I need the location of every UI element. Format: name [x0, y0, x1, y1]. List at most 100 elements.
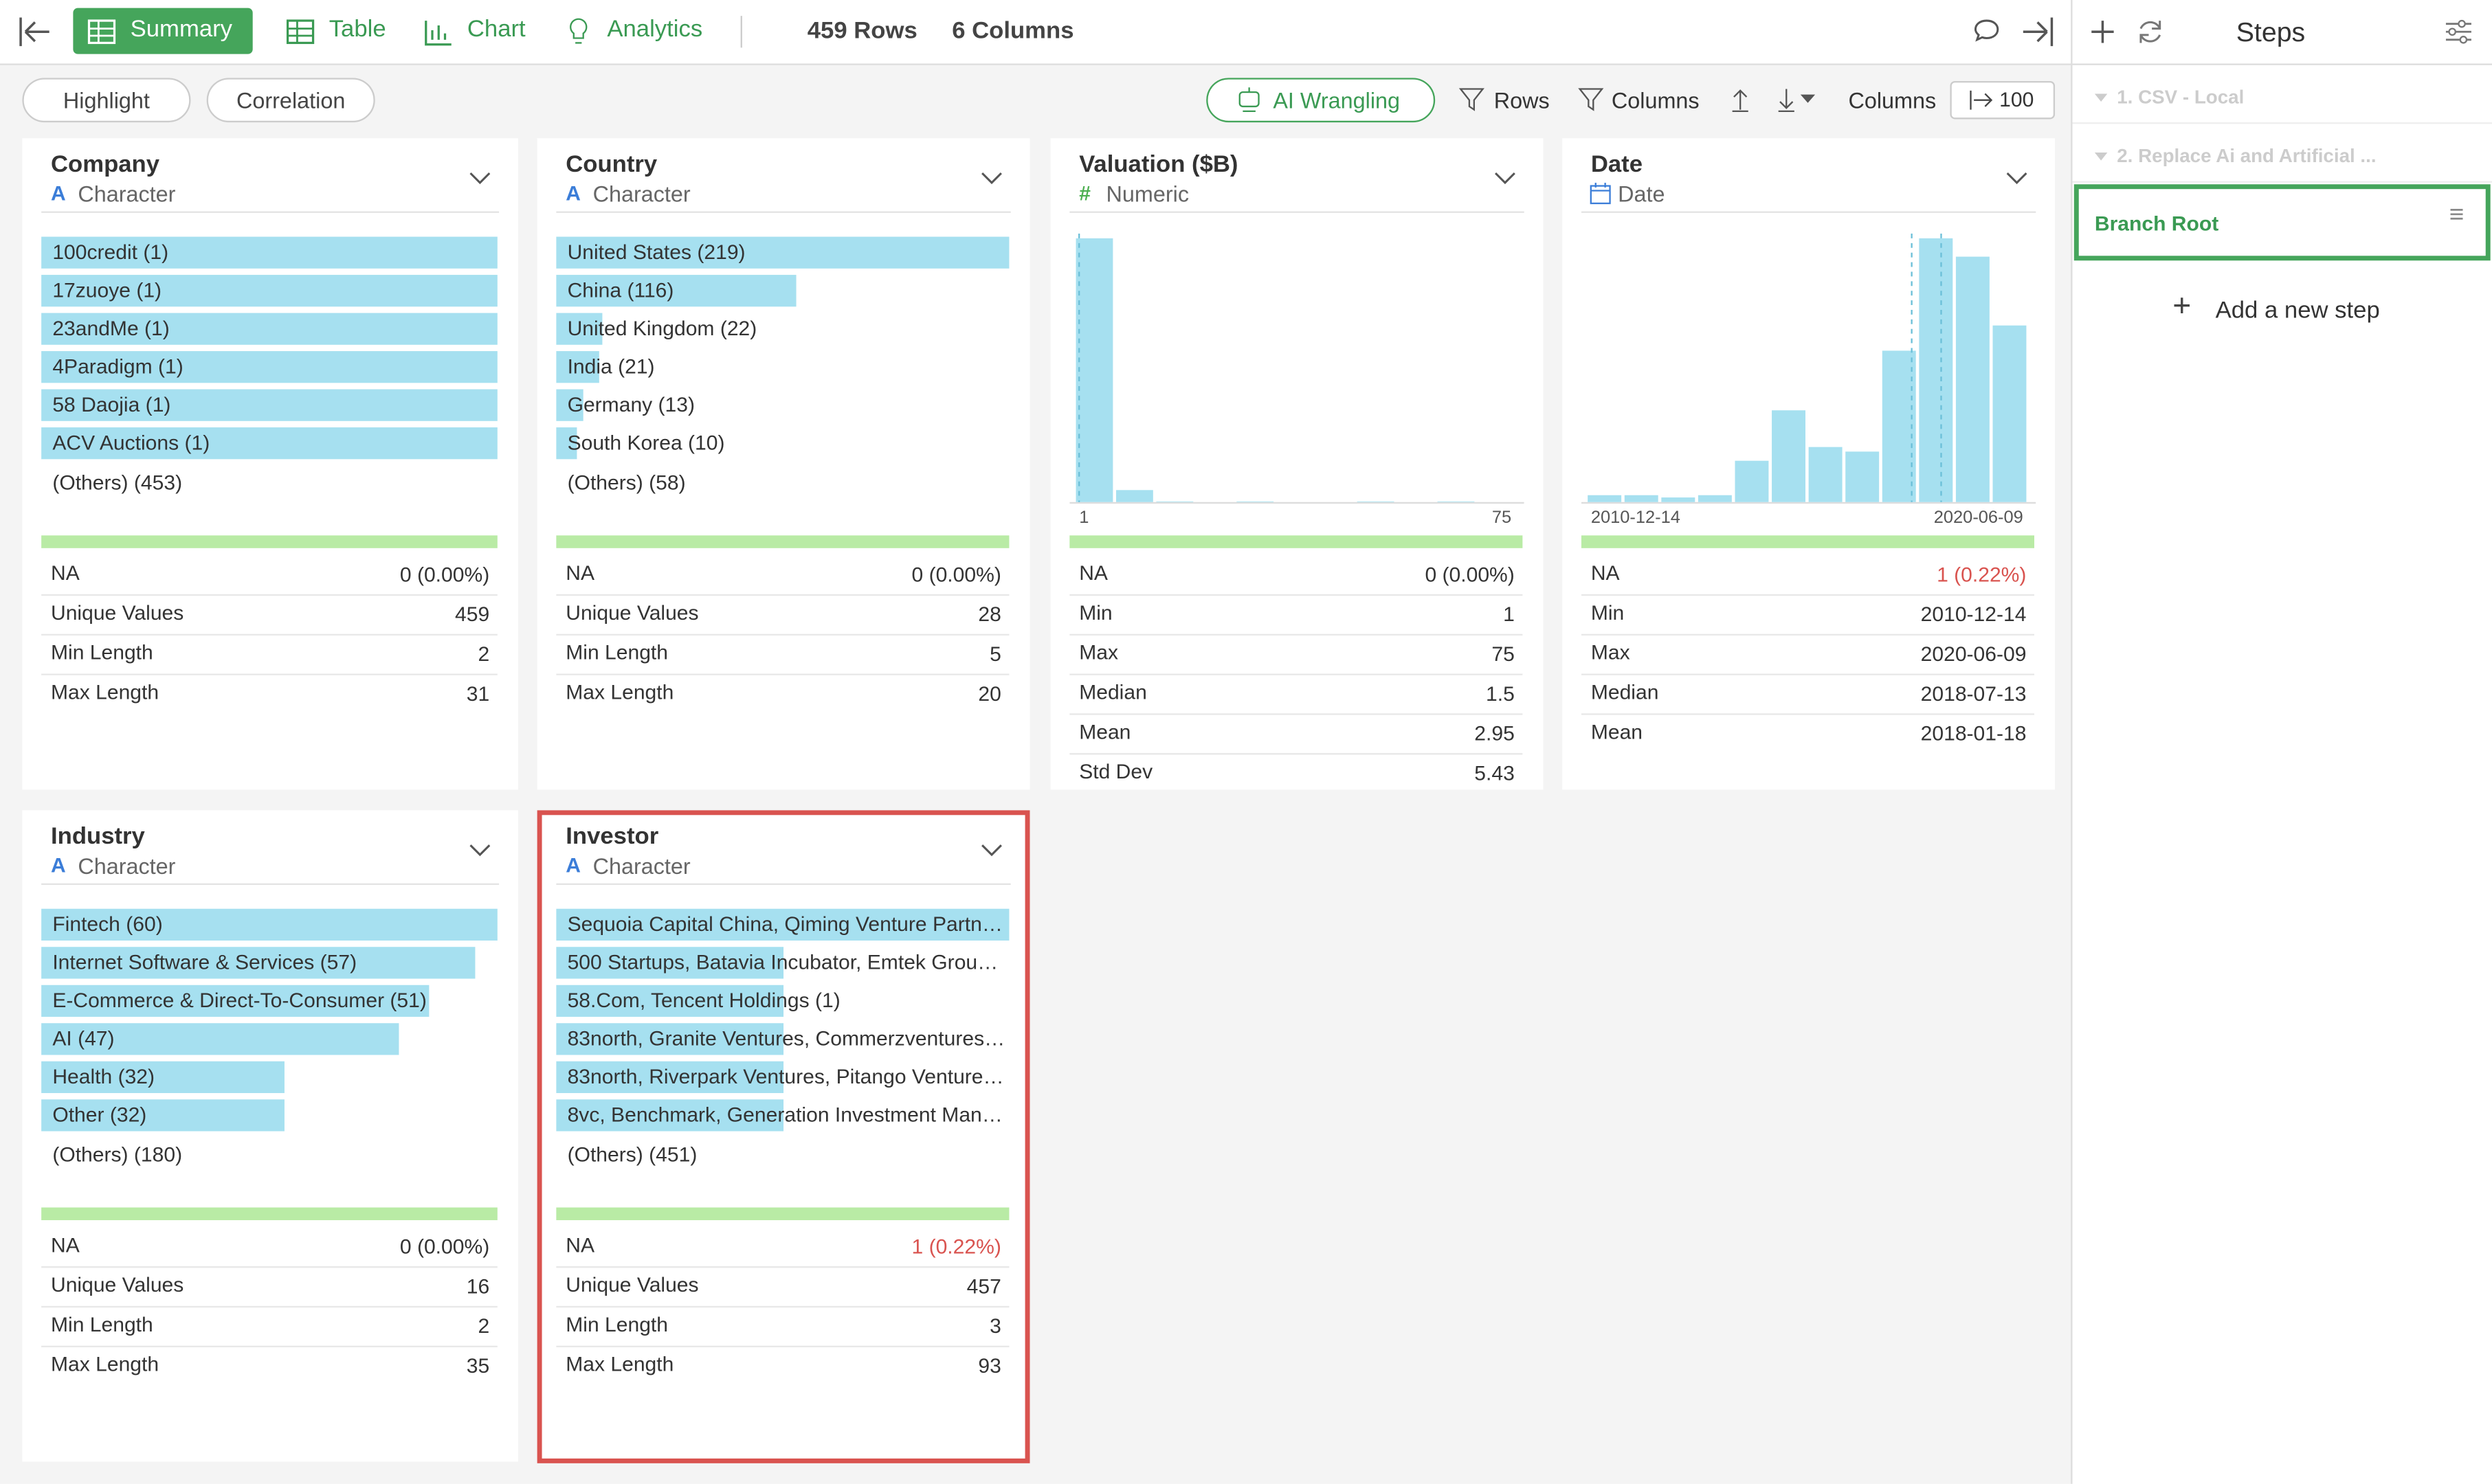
- stat-label: Max Length: [566, 1351, 674, 1376]
- divider: [740, 16, 742, 48]
- type-icon: A: [566, 853, 581, 877]
- value-label: Germany (13): [567, 392, 696, 416]
- type-icon: [1590, 182, 1611, 205]
- value-bar[interactable]: [556, 985, 783, 1017]
- stat-label: Median: [1590, 679, 1659, 704]
- filter-label[interactable]: Rows: [1493, 87, 1550, 113]
- value-bar[interactable]: [556, 313, 602, 345]
- add-step-icon[interactable]: [2087, 16, 2118, 47]
- tab-icon: [570, 18, 588, 44]
- step-label[interactable]: 1. CSV - Local: [2117, 85, 2245, 109]
- column-card: Date Date 2010-12-14 2020-06-09 NA 1 (0.22%) M…: [1562, 138, 2056, 790]
- stat-rule: [1069, 594, 1523, 596]
- tab-icon: [286, 19, 315, 45]
- stat-rule: [1069, 753, 1523, 755]
- column-type: Numeric: [1106, 181, 1190, 207]
- stat-label: NA: [566, 561, 595, 585]
- stat-value: 0 (0.00%): [911, 562, 1001, 587]
- columns-input[interactable]: 100: [1950, 80, 2056, 120]
- stat-value: 35: [466, 1353, 490, 1378]
- value-bar[interactable]: [556, 389, 583, 421]
- histogram-bar: [1624, 495, 1658, 502]
- value-bar[interactable]: [556, 947, 783, 979]
- value-bar[interactable]: [41, 1099, 285, 1132]
- expand-icon[interactable]: [2018, 14, 2057, 49]
- value-label: Fintech (60): [52, 912, 163, 936]
- stat-rule: [556, 1345, 1010, 1347]
- value-bar[interactable]: [556, 236, 1010, 269]
- value-bar[interactable]: [556, 275, 797, 307]
- value-bar[interactable]: [41, 985, 430, 1017]
- menu-chevron[interactable]: [469, 170, 491, 186]
- menu-chevron[interactable]: [981, 170, 1003, 186]
- stat-value: 2.95: [1474, 721, 1515, 745]
- value-bar[interactable]: [41, 389, 498, 421]
- tab[interactable]: Analytics: [550, 8, 702, 54]
- value-bar[interactable]: [556, 351, 600, 383]
- collapse-icon[interactable]: [16, 14, 54, 49]
- current-step[interactable]: Branch Root ≡: [2073, 184, 2491, 261]
- histogram-bar: [1588, 495, 1622, 502]
- histogram-bar: [1808, 447, 1843, 502]
- filter-icon[interactable]: [1577, 86, 1605, 115]
- column-card: Valuation ($B) # Numeric 1 75 NA 0 (0.00%) Min 1…: [1050, 138, 1544, 790]
- value-bar[interactable]: [556, 427, 577, 460]
- stat-label: Unique Values: [51, 1272, 184, 1296]
- value-bar[interactable]: [41, 908, 498, 941]
- stat-rule: [41, 594, 498, 596]
- tab[interactable]: Summary: [73, 8, 253, 54]
- column-card: Investor A Character Sequoia Capital China,…: [537, 810, 1030, 1463]
- value-bar[interactable]: [41, 947, 475, 979]
- stat-rule: [1581, 713, 2034, 715]
- button[interactable]: Highlight: [22, 78, 191, 123]
- tab[interactable]: Table: [271, 8, 390, 54]
- column-count: 6 Columns: [952, 17, 1074, 45]
- filter-label[interactable]: Columns: [1611, 87, 1700, 113]
- na-bar: [556, 535, 1010, 548]
- settings-icon[interactable]: [2443, 16, 2474, 47]
- stat-label: Std Dev: [1079, 759, 1153, 784]
- value-label: 17zuoye (1): [52, 278, 162, 302]
- others-label: (Others) (451): [567, 1142, 698, 1167]
- histogram-bar: [1919, 238, 1953, 502]
- value-bar[interactable]: [41, 313, 498, 345]
- column-type: Character: [78, 181, 176, 207]
- na-bar: [41, 1207, 498, 1220]
- filter-icon[interactable]: [1458, 86, 1487, 115]
- value-bar[interactable]: [41, 427, 498, 460]
- menu-chevron[interactable]: [2005, 170, 2027, 186]
- value-bar[interactable]: [556, 908, 1010, 941]
- add-plus[interactable]: +: [2172, 289, 2192, 324]
- step-caret: [2094, 93, 2108, 102]
- value-bar[interactable]: [556, 1023, 783, 1055]
- value-bar[interactable]: [556, 1061, 783, 1093]
- value-bar[interactable]: [41, 1061, 285, 1093]
- sort-icons[interactable]: [1728, 86, 1823, 115]
- menu-chevron[interactable]: [981, 842, 1003, 858]
- value-bar[interactable]: [41, 1023, 399, 1055]
- stat-label: Min Length: [566, 1312, 669, 1336]
- value-label: E-Commerce & Direct-To-Consumer (51): [52, 988, 427, 1013]
- tab[interactable]: Chart: [410, 8, 529, 54]
- value-bar[interactable]: [41, 275, 498, 307]
- menu-chevron[interactable]: [469, 842, 491, 858]
- histogram: 1 75: [1069, 233, 1524, 527]
- value-bar[interactable]: [41, 236, 498, 269]
- add-step[interactable]: Add a new step: [2215, 297, 2380, 324]
- value-bar[interactable]: [556, 1099, 783, 1132]
- value-bar[interactable]: [41, 351, 498, 383]
- column-type: Date: [1618, 181, 1665, 207]
- ai-button[interactable]: AI Wrangling: [1206, 78, 1436, 123]
- column-type: Character: [592, 853, 691, 879]
- stat-label: Min: [1590, 600, 1625, 625]
- steps-title: Steps: [2236, 17, 2306, 48]
- column-card: Country A Character United States (219) Chin…: [537, 138, 1030, 790]
- stat-rule: [1069, 633, 1523, 636]
- stat-value: 459: [455, 602, 490, 627]
- refresh-icon[interactable]: [2135, 16, 2166, 47]
- comment-icon[interactable]: [1971, 16, 2003, 47]
- button[interactable]: Correlation: [206, 78, 375, 123]
- step-label[interactable]: 2. Replace Ai and Artificial ...: [2117, 144, 2377, 167]
- stat-label: Unique Values: [51, 600, 184, 625]
- menu-chevron[interactable]: [1494, 170, 1516, 186]
